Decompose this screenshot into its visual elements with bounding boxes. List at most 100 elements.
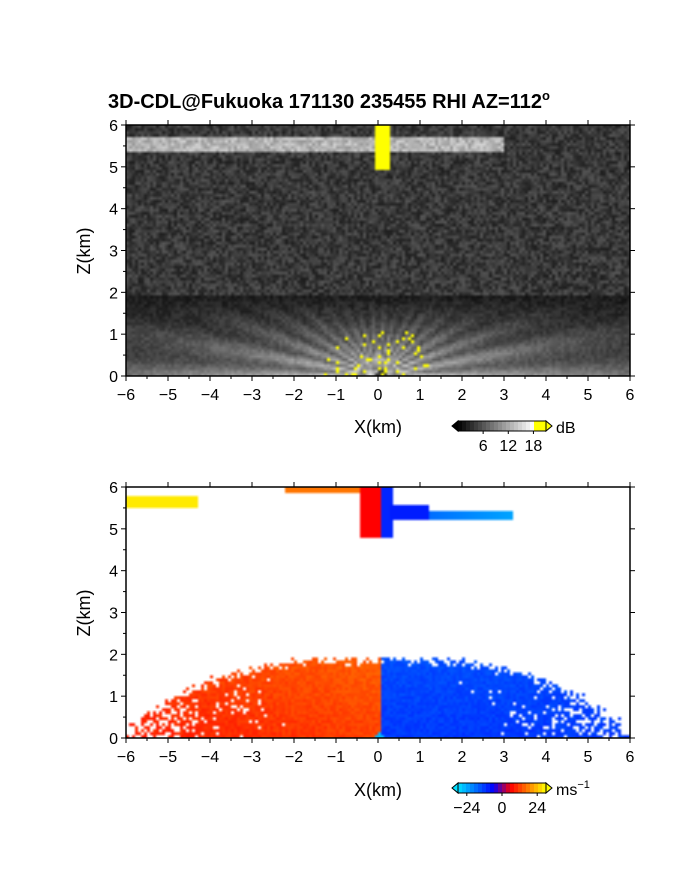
x-tick-label: 6: [626, 749, 635, 766]
y-tick-label: 0: [109, 731, 118, 748]
y-tick-label: 6: [109, 480, 118, 497]
colorbar-cell: [522, 421, 527, 431]
colorbar: 6 12 18 dB: [451, 419, 576, 455]
colorbar-cell: [526, 783, 531, 793]
colorbar-max-arrow: [545, 419, 553, 433]
colorbar-cell: [522, 783, 527, 793]
velocity-field: [126, 487, 630, 738]
x-tick-label: −4: [201, 387, 219, 404]
panel-velocity: −6 −5 −4 −3 −2 −1 0 1 2 3 4 5 6 0 1 2 3 4 5 6 X(km) Z(km) −…: [74, 480, 635, 817]
x-tick-label: 6: [626, 387, 635, 404]
x-tick-label: 1: [416, 749, 425, 766]
colorbar-cell: [506, 421, 511, 431]
colorbar-tick-label: 0: [498, 800, 507, 817]
colorbar-max-arrow: [545, 781, 553, 795]
x-tick-label: −3: [243, 749, 261, 766]
x-tick-label: −3: [243, 387, 261, 404]
colorbar-cell: [510, 783, 515, 793]
colorbar-cell: [494, 421, 499, 431]
colorbar-cell: [478, 783, 483, 793]
colorbar-cell: [490, 421, 495, 431]
colorbar-unit: dB: [556, 420, 576, 437]
x-tick-label: 5: [584, 387, 593, 404]
colorbar-cell: [514, 783, 519, 793]
y-tick-label: 3: [109, 606, 118, 623]
y-tick-label: 1: [109, 689, 118, 706]
colorbar-cell: [482, 421, 487, 431]
x-tick-label: 2: [458, 387, 467, 404]
colorbar-cell: [514, 421, 519, 431]
x-tick-label: −1: [327, 387, 345, 404]
colorbar-cell: [494, 783, 499, 793]
colorbar-cell: [506, 783, 511, 793]
reflectivity-field: [126, 125, 630, 376]
y-tick-label: 2: [109, 647, 118, 664]
colorbar-min-arrow: [451, 781, 459, 795]
colorbar-cell: [474, 783, 479, 793]
colorbar-cell: [542, 421, 547, 431]
x-tick-label: 0: [374, 387, 383, 404]
y-axis-label: Z(km): [74, 590, 94, 637]
colorbar-tick-label: 6: [479, 438, 488, 455]
x-tick-label: 5: [584, 749, 593, 766]
y-tick-label: 0: [109, 369, 118, 386]
axis-ticks: −6 −5 −4 −3 −2 −1 0 1 2 3 4 5 6 0 1 2 3 4 5 6: [109, 480, 635, 766]
colorbar-cell: [526, 421, 531, 431]
x-axis-label: X(km): [354, 417, 402, 437]
x-tick-label: −5: [159, 387, 177, 404]
x-axis-label: X(km): [354, 780, 402, 800]
x-tick-label: −2: [285, 387, 303, 404]
colorbar-cell: [466, 783, 471, 793]
colorbar-cell: [542, 783, 547, 793]
colorbar-cell: [466, 421, 471, 431]
colorbar-tick-label: 24: [528, 800, 546, 817]
x-tick-label: −4: [201, 749, 219, 766]
colorbar-cell: [502, 783, 507, 793]
colorbar-tick-label: 12: [499, 438, 517, 455]
x-tick-label: −6: [117, 387, 135, 404]
x-tick-label: −1: [327, 749, 345, 766]
x-tick-label: −6: [117, 749, 135, 766]
y-tick-label: 5: [109, 160, 118, 177]
colorbar-cell: [478, 421, 483, 431]
x-tick-label: 1: [416, 387, 425, 404]
colorbar-tick-label: −24: [453, 800, 480, 817]
y-tick-label: 5: [109, 522, 118, 539]
colorbar-cell: [470, 783, 475, 793]
y-tick-label: 3: [109, 244, 118, 261]
colorbar-cell: [530, 783, 535, 793]
colorbar-cell: [538, 783, 543, 793]
colorbar-cell: [486, 783, 491, 793]
colorbar-cell: [470, 421, 475, 431]
colorbar-cell: [458, 783, 463, 793]
colorbar-cell: [518, 421, 523, 431]
colorbar-cell: [498, 421, 503, 431]
x-tick-label: 4: [542, 749, 551, 766]
y-axis-label: Z(km): [74, 228, 94, 275]
x-tick-label: 2: [458, 749, 467, 766]
colorbar-tick-label: 18: [525, 438, 543, 455]
colorbar-cell: [482, 783, 487, 793]
colorbar-cell: [502, 421, 507, 431]
x-tick-label: −5: [159, 749, 177, 766]
y-tick-label: 6: [109, 118, 118, 135]
colorbar-cell: [518, 783, 523, 793]
colorbar-cell: [534, 783, 539, 793]
x-tick-label: 0: [374, 749, 383, 766]
y-tick-label: 4: [109, 202, 118, 219]
colorbar-unit: ms−1: [556, 779, 590, 799]
colorbar-cell: [538, 421, 543, 431]
colorbar-cell: [498, 783, 503, 793]
axis-ticks: −6 −5 −4 −3 −2 −1 0 1 2 3 4 5 6 0 1 2 3 4 5 6: [109, 118, 635, 404]
chart-title: 3D-CDL@Fukuoka 171130 235455 RHI AZ=112o: [108, 88, 550, 113]
colorbar-cell: [458, 421, 463, 431]
colorbar-cell: [474, 421, 479, 431]
colorbar-cell: [490, 783, 495, 793]
x-tick-label: 3: [500, 387, 509, 404]
colorbar-min-arrow: [451, 419, 459, 433]
y-tick-label: 4: [109, 564, 118, 581]
x-tick-label: 4: [542, 387, 551, 404]
colorbar-cell: [510, 421, 515, 431]
colorbar-cell: [534, 421, 539, 431]
